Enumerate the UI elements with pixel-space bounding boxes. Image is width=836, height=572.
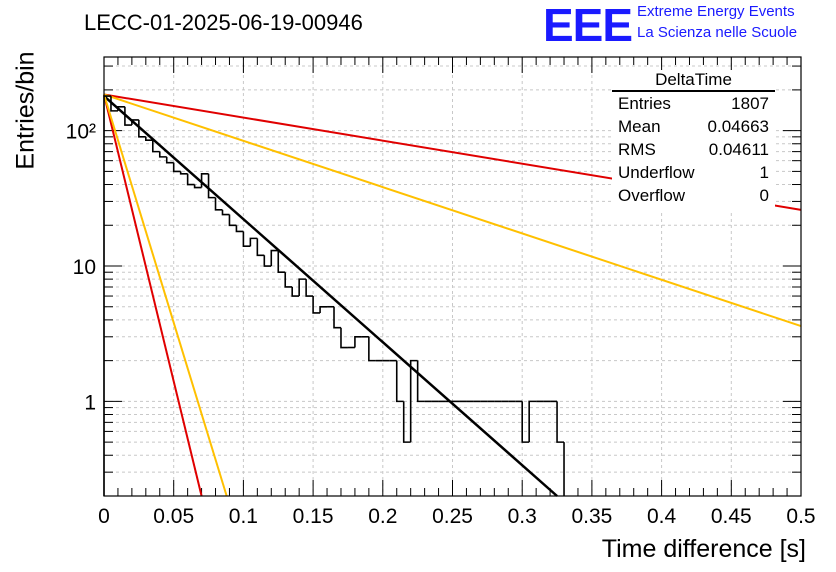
histogram-bin: [368, 336, 376, 362]
stats-value: 0.04611: [708, 140, 769, 159]
x-tick-label: 0.4: [647, 505, 677, 528]
stats-row-mean: Mean 0.04663: [612, 115, 775, 138]
stats-value: 1807: [731, 94, 769, 113]
x-tick-label: 0.35: [571, 505, 612, 528]
stats-title: DeltaTime: [612, 70, 775, 92]
histogram-bin: [228, 214, 237, 227]
histogram-bin: [298, 278, 307, 297]
chart-title: LECC-01-2025-06-19-00946: [84, 10, 363, 35]
x-tick-label: 0: [98, 505, 110, 528]
stats-value: 1: [759, 163, 769, 182]
histogram-bin: [354, 335, 362, 348]
stats-row-underflow: Underflow 1: [612, 161, 775, 184]
histogram-bin: [179, 171, 188, 175]
histogram-bin: [242, 231, 251, 248]
stats-row-rms: RMS 0.04611: [612, 138, 775, 161]
stats-label: Overflow: [618, 186, 686, 205]
histogram-bin: [207, 173, 216, 199]
histogram-bin: [521, 401, 530, 443]
y-axis-label: Entries/bin: [11, 51, 40, 170]
logo-subtitle-2: La Scienza nelle Scuole: [637, 24, 798, 41]
histogram-bin: [158, 151, 167, 158]
x-tick-label: 0.05: [153, 505, 194, 528]
histogram-bin: [402, 401, 411, 443]
histogram-bin: [256, 238, 265, 257]
histogram-bin: [172, 162, 181, 173]
histogram-bin: [333, 306, 341, 329]
fit-curve-2: [103, 93, 802, 328]
x-axis-label: Time difference [s]: [601, 535, 806, 563]
stats-label: RMS: [618, 140, 656, 159]
stats-row-overflow: Overflow 0: [612, 184, 775, 207]
histogram-bin: [214, 197, 223, 211]
histogram-bin: [221, 209, 230, 216]
fit-curve-3: [103, 94, 203, 497]
y-tick-label: 10: [73, 256, 96, 279]
histogram-bin: [117, 106, 125, 111]
histogram-bin: [277, 250, 286, 274]
histogram-bin: [409, 359, 418, 443]
fit-curve-4: [103, 94, 228, 497]
histogram-bin: [270, 249, 279, 267]
histogram-bin: [131, 119, 139, 126]
histogram-bin: [165, 156, 174, 164]
histogram-bin: [312, 296, 321, 314]
stats-box: DeltaTime Entries 1807 Mean 0.04663 RMS 0.0…: [612, 70, 775, 210]
histogram-bin: [528, 400, 537, 443]
y-tick-label: 1: [84, 391, 96, 414]
stats-value: 0: [759, 186, 769, 205]
x-tick-label: 0.25: [432, 505, 473, 528]
histogram-bin: [395, 360, 404, 403]
histogram-bin: [110, 96, 118, 112]
x-tick-label: 0.1: [229, 505, 258, 528]
stats-label: Mean: [618, 117, 661, 136]
histogram-bin: [200, 172, 209, 188]
histogram-bin: [263, 255, 272, 267]
histogram-bin: [340, 327, 348, 349]
histogram-bin: [319, 305, 328, 313]
histogram-bin: [186, 173, 195, 186]
x-tick-label: 0.2: [368, 505, 397, 528]
logo-subtitle-1: Extreme Energy Events: [637, 3, 795, 20]
histogram-bin: [145, 136, 153, 142]
histogram-bin: [556, 401, 565, 443]
histogram-bin: [416, 360, 425, 403]
stats-label: Underflow: [618, 163, 695, 182]
stats-value: 0.04663: [707, 117, 769, 136]
plot-frame: [103, 56, 802, 497]
histogram-bin: [193, 184, 202, 189]
x-tick-label: 0.45: [711, 505, 752, 528]
stats-label: Entries: [618, 94, 671, 113]
y-tick-label: 10²: [66, 121, 96, 144]
histogram-bin: [151, 140, 160, 153]
histogram-bin: [249, 237, 258, 247]
x-tick-label: 0.15: [293, 505, 334, 528]
eee-logo: EEE: [543, 0, 633, 51]
histogram-bin: [284, 272, 293, 288]
stats-row-entries: Entries 1807: [612, 92, 775, 115]
histogram-bin: [291, 286, 300, 297]
x-tick-label: 0.3: [508, 505, 537, 528]
histogram-bin: [235, 225, 244, 233]
x-tick-label: 0.5: [786, 505, 815, 528]
histogram-bin: [124, 106, 132, 126]
fit-curve-0: [103, 95, 558, 497]
histogram-bin: [305, 279, 314, 297]
histogram-bin: [138, 119, 146, 138]
